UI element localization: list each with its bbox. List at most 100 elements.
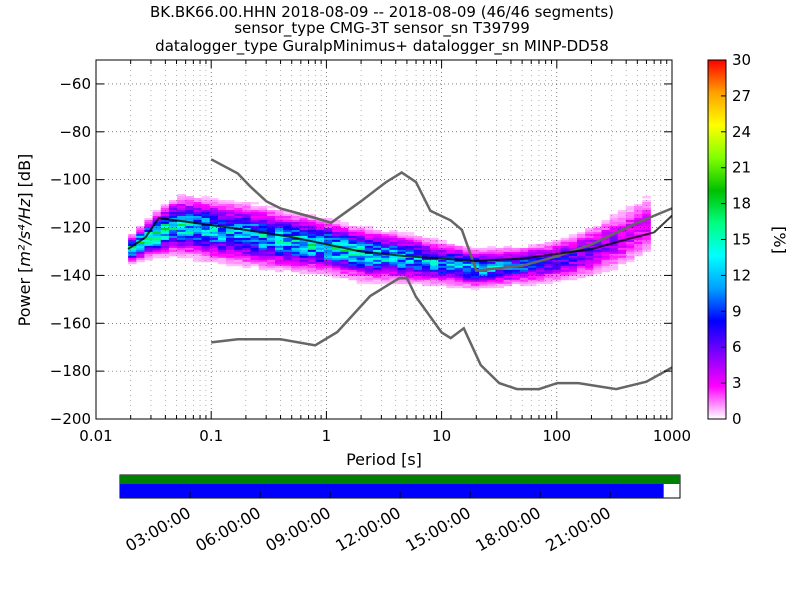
- heatmap-cell: [307, 221, 317, 225]
- heatmap-cell: [372, 275, 382, 279]
- heatmap-cell: [617, 213, 627, 217]
- heatmap-cell: [560, 253, 570, 257]
- heatmap-cell: [372, 279, 382, 283]
- heatmap-cell: [217, 221, 227, 225]
- heatmap-cell: [185, 245, 194, 249]
- heatmap-cell: [421, 241, 431, 245]
- heatmap-cell: [625, 207, 635, 211]
- heatmap-cell: [226, 207, 235, 211]
- heatmap-cell: [177, 233, 186, 237]
- heatmap-cell: [250, 253, 260, 257]
- heatmap-cell: [323, 265, 333, 269]
- heatmap-cell: [601, 267, 611, 271]
- heatmap-cell: [242, 243, 251, 247]
- heatmap-cell: [503, 249, 513, 253]
- heatmap-cell: [413, 253, 423, 257]
- heatmap-cell: [258, 243, 268, 247]
- y-tick-label: −120: [50, 219, 91, 237]
- heatmap-cell: [136, 259, 145, 263]
- heatmap-cell: [593, 241, 602, 245]
- heatmap-cell: [421, 261, 431, 265]
- heatmap-cell: [487, 251, 496, 255]
- heatmap-cell: [470, 281, 480, 285]
- heatmap-cell: [340, 253, 349, 257]
- heatmap-cell: [405, 261, 415, 265]
- heatmap-cell: [332, 267, 341, 271]
- heatmap-cell: [462, 263, 472, 267]
- heatmap-cell: [242, 211, 251, 215]
- heatmap-cell: [552, 249, 562, 253]
- heatmap-cell: [617, 211, 627, 215]
- heatmap-cell: [332, 231, 341, 235]
- heatmap-cell: [242, 205, 251, 209]
- heatmap-cell: [217, 205, 227, 209]
- heatmap-cell: [307, 269, 317, 273]
- heatmap-cell: [160, 249, 170, 253]
- timeline-top-bar: [120, 475, 680, 484]
- heatmap-cell: [642, 211, 651, 215]
- heatmap-cell: [421, 239, 431, 243]
- heatmap-cell: [634, 251, 643, 255]
- heatmap-cell: [275, 243, 284, 247]
- heatmap-cell: [209, 207, 219, 211]
- heatmap-cell: [609, 239, 619, 243]
- heatmap-cell: [568, 273, 578, 277]
- heatmap-cell: [168, 204, 178, 207]
- heatmap-cell: [340, 229, 349, 233]
- heatmap-cell: [217, 217, 227, 221]
- heatmap-cell: [348, 257, 358, 261]
- heatmap-cell: [307, 237, 317, 241]
- heatmap-cell: [430, 269, 439, 273]
- heatmap-cell: [576, 253, 586, 257]
- heatmap-cell: [348, 253, 358, 257]
- heatmap-cell: [275, 225, 284, 229]
- heatmap-cell: [576, 243, 586, 247]
- heatmap-cell: [438, 275, 447, 279]
- heatmap-cell: [479, 277, 488, 281]
- heatmap-cell: [372, 259, 382, 263]
- heatmap-cell: [152, 251, 162, 255]
- heatmap-cell: [291, 233, 300, 237]
- heatmap-cell: [266, 239, 276, 243]
- heatmap-cell: [168, 211, 178, 215]
- heatmap-cell: [315, 251, 325, 255]
- heatmap-cell: [201, 245, 211, 249]
- heatmap-cell: [209, 198, 219, 201]
- heatmap-cell: [136, 251, 145, 255]
- heatmap-cell: [454, 261, 464, 265]
- heatmap-cell: [160, 237, 170, 241]
- heatmap-cell: [372, 237, 382, 241]
- heatmap-cell: [625, 247, 635, 251]
- heatmap-cell: [323, 223, 333, 227]
- heatmap-cell: [136, 249, 145, 253]
- heatmap-cell: [160, 251, 170, 255]
- heatmap-cell: [372, 257, 382, 261]
- colorbar-tick-label: 18: [732, 195, 751, 213]
- heatmap-cell: [275, 229, 284, 233]
- heatmap-cell: [299, 257, 309, 261]
- heatmap-cell: [250, 235, 260, 239]
- heatmap-cell: [201, 202, 211, 205]
- heatmap-cell: [315, 263, 325, 267]
- heatmap-cell: [576, 257, 586, 261]
- heatmap-cell: [413, 263, 423, 267]
- heatmap-cell: [136, 229, 145, 233]
- heatmap-cell: [323, 239, 333, 243]
- x-tick-label: 0.01: [79, 427, 112, 445]
- heatmap-cell: [144, 235, 153, 239]
- heatmap-cell: [568, 265, 578, 269]
- heatmap-cell: [185, 213, 194, 217]
- heatmap-cell: [177, 211, 186, 215]
- heatmap-cell: [364, 243, 374, 247]
- heatmap-cell: [405, 277, 415, 281]
- x-tick-label: 10: [432, 427, 451, 445]
- heatmap-cell: [544, 259, 553, 263]
- heatmap-cell: [226, 263, 235, 267]
- heatmap-cell: [177, 221, 186, 225]
- heatmap-cell: [421, 245, 431, 249]
- heatmap-cell: [372, 253, 382, 257]
- heatmap-cell: [275, 211, 284, 215]
- heatmap-cell: [217, 219, 227, 223]
- heatmap-cell: [609, 255, 619, 259]
- heatmap-cell: [266, 251, 276, 255]
